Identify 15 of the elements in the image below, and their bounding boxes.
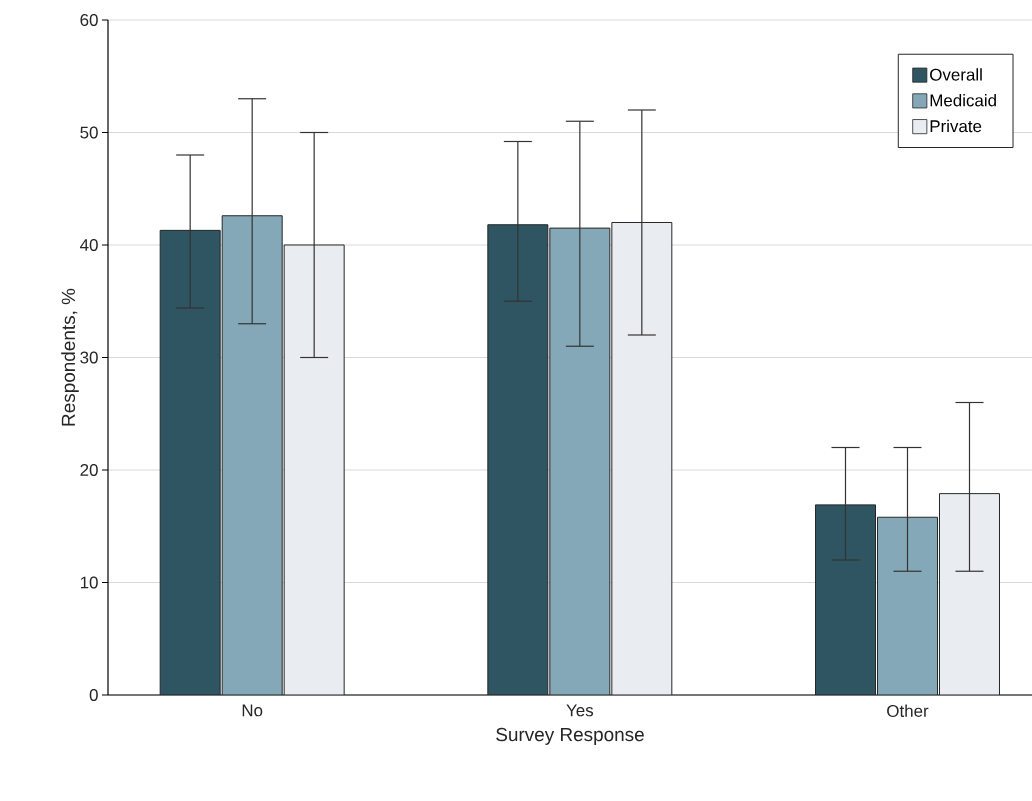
y-tick-label: 60	[80, 14, 98, 26]
y-tick-label: 20	[80, 464, 98, 476]
legend-label: Overall	[930, 68, 982, 81]
y-tick-label: 50	[80, 126, 98, 139]
y-tick-label: 30	[80, 351, 98, 364]
y-tick-label: 10	[80, 576, 98, 589]
x-axis-title: Survey Response	[496, 727, 644, 745]
x-tick-label: No	[242, 704, 263, 717]
x-tick-label: Other	[887, 704, 929, 717]
y-axis-title: Respondents, %	[61, 288, 79, 426]
legend-label: Medicaid	[930, 94, 996, 107]
y-tick-label: 0	[89, 689, 98, 701]
y-tick-label: 40	[80, 239, 98, 251]
x-tick-label: Yes	[566, 704, 594, 717]
legend-label: Private	[930, 119, 982, 133]
